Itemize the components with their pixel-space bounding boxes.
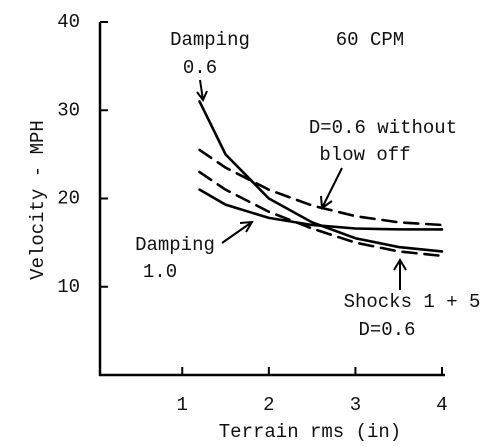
annotation: blow off	[319, 144, 410, 166]
x-tick-label: 2	[263, 394, 274, 416]
arrow	[393, 258, 407, 290]
y-tick-label: 40	[57, 11, 80, 33]
arrow	[320, 167, 343, 210]
x-tick-label: 3	[350, 394, 361, 416]
annotation: D=0.6	[358, 319, 415, 341]
annotation: Damping	[170, 29, 250, 51]
y-tick-label: 30	[57, 99, 80, 121]
x-axis-label: Terrain rms (in)	[219, 421, 401, 443]
annotation: 1.0	[143, 261, 177, 283]
annotation: 0.6	[183, 57, 217, 79]
x-tick-label: 4	[436, 394, 447, 416]
line-series	[198, 170, 444, 258]
annotation: D=0.6 without	[309, 117, 457, 139]
annotation: 60 CPM	[336, 29, 404, 51]
y-axis-label: Velocity - MPH	[27, 120, 49, 280]
arrow	[196, 79, 208, 102]
line-series	[198, 100, 444, 253]
arrows	[196, 79, 407, 290]
line-series	[198, 188, 444, 231]
line-series	[198, 148, 444, 227]
arrow	[221, 220, 254, 244]
annotation: Shocks 1 + 5	[344, 291, 481, 313]
annotation: Damping	[135, 234, 215, 256]
y-tick-label: 10	[57, 276, 80, 298]
x-tick-label: 1	[177, 394, 188, 416]
y-tick-label: 20	[57, 188, 80, 210]
